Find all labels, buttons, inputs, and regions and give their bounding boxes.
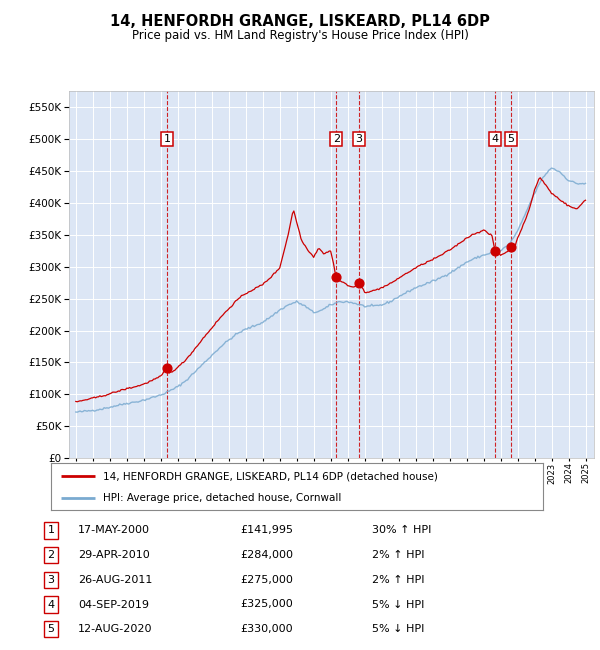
Text: 14, HENFORDH GRANGE, LISKEARD, PL14 6DP: 14, HENFORDH GRANGE, LISKEARD, PL14 6DP: [110, 14, 490, 29]
Text: 17-MAY-2000: 17-MAY-2000: [78, 525, 150, 536]
Text: 5: 5: [47, 624, 55, 634]
Text: Price paid vs. HM Land Registry's House Price Index (HPI): Price paid vs. HM Land Registry's House …: [131, 29, 469, 42]
Text: 3: 3: [47, 575, 55, 585]
Text: £284,000: £284,000: [240, 550, 293, 560]
Text: HPI: Average price, detached house, Cornwall: HPI: Average price, detached house, Corn…: [103, 493, 341, 502]
Text: 2: 2: [47, 550, 55, 560]
Point: [354, 278, 364, 288]
Text: 29-APR-2010: 29-APR-2010: [78, 550, 150, 560]
Point: [490, 246, 500, 256]
Text: 1: 1: [47, 525, 55, 536]
Text: £330,000: £330,000: [240, 624, 293, 634]
Text: 5% ↓ HPI: 5% ↓ HPI: [372, 599, 424, 610]
Point: [331, 272, 341, 282]
Text: 3: 3: [355, 134, 362, 144]
Point: [506, 242, 516, 253]
Text: £325,000: £325,000: [240, 599, 293, 610]
Text: 5: 5: [508, 134, 515, 144]
Text: £141,995: £141,995: [240, 525, 293, 536]
Text: 4: 4: [491, 134, 499, 144]
Point: [162, 362, 172, 372]
Text: 04-SEP-2019: 04-SEP-2019: [78, 599, 149, 610]
Text: 2% ↑ HPI: 2% ↑ HPI: [372, 550, 425, 560]
Text: 12-AUG-2020: 12-AUG-2020: [78, 624, 152, 634]
Text: 26-AUG-2011: 26-AUG-2011: [78, 575, 152, 585]
Text: 14, HENFORDH GRANGE, LISKEARD, PL14 6DP (detached house): 14, HENFORDH GRANGE, LISKEARD, PL14 6DP …: [103, 471, 437, 481]
Text: 2: 2: [332, 134, 340, 144]
Text: 30% ↑ HPI: 30% ↑ HPI: [372, 525, 431, 536]
Text: 1: 1: [164, 134, 170, 144]
Text: 4: 4: [47, 599, 55, 610]
Text: 2% ↑ HPI: 2% ↑ HPI: [372, 575, 425, 585]
Text: £275,000: £275,000: [240, 575, 293, 585]
Text: 5% ↓ HPI: 5% ↓ HPI: [372, 624, 424, 634]
